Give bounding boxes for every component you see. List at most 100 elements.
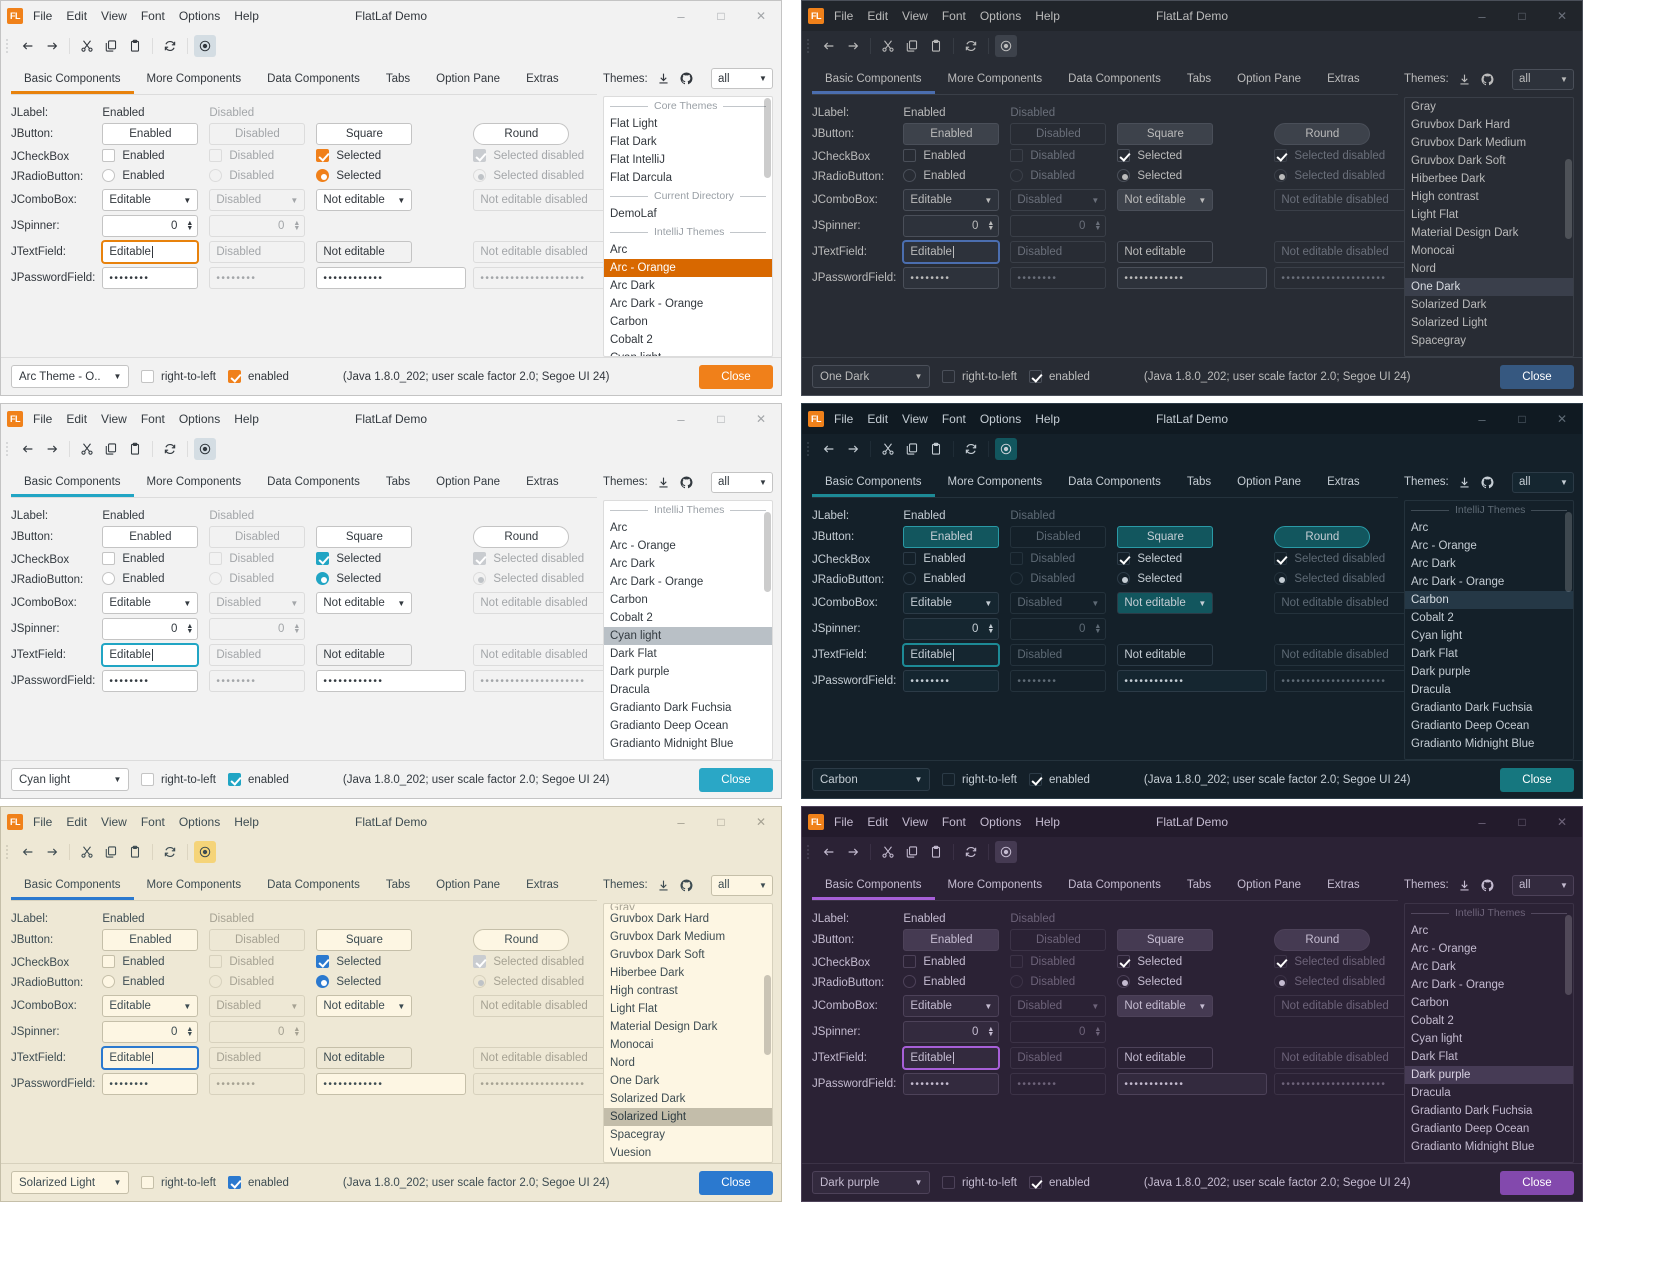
theme-list-item[interactable]: Dark Flat [1411, 648, 1458, 660]
spinner-enabled[interactable]: 0 ▲ ▼ [903, 1021, 1000, 1043]
passwordfield-2[interactable]: •••••••••••• [1117, 267, 1268, 289]
theme-list-item[interactable]: Flat IntelliJ [610, 154, 665, 167]
combobox-not-editable[interactable]: Not editable ▼ [316, 995, 413, 1017]
toolbar-eye-toggle-icon[interactable] [194, 35, 216, 57]
combobox-not-editable[interactable]: Not editable ▼ [1117, 995, 1214, 1017]
toolbar-copy-icon[interactable] [901, 841, 923, 863]
radio-disabled[interactable]: Disabled [1010, 975, 1110, 988]
radio-selected[interactable]: Selected [316, 572, 416, 585]
toolbar-forward-arrow-icon[interactable] [842, 438, 864, 460]
theme-list-item[interactable]: Arc - Orange [1411, 540, 1477, 552]
theme-list-item[interactable]: Gradianto Midnight Blue [1411, 1141, 1535, 1153]
button-enabled[interactable]: Enabled [903, 123, 1000, 145]
textfield-not-editable[interactable]: Not editable [316, 241, 413, 263]
checkbox-enabled[interactable]: enabled [227, 370, 289, 383]
themes-scrollbar-thumb[interactable] [1565, 915, 1572, 995]
radio-selected-disabled[interactable]: Selected disabled [1274, 975, 1385, 988]
menu-item-file[interactable]: File [834, 9, 854, 23]
menu-item-file[interactable]: File [834, 815, 854, 829]
passwordfield-2[interactable]: •••••••••••• [1117, 1073, 1268, 1095]
themes-filter-combobox[interactable]: all ▼ [1512, 471, 1574, 493]
radio-selected-disabled[interactable]: Selected disabled [473, 975, 584, 988]
radio-enabled[interactable]: Enabled [903, 169, 1003, 182]
theme-list-item[interactable]: Arc [610, 244, 628, 257]
window-maximize-button[interactable] [1502, 807, 1542, 837]
passwordfield-1[interactable]: •••••••• [209, 267, 306, 289]
toolbar-copy-icon[interactable] [901, 438, 923, 460]
window-close-button[interactable] [741, 404, 781, 434]
window-minimize-button[interactable] [661, 1, 701, 31]
combobox-disabled[interactable]: Disabled ▼ [209, 995, 306, 1017]
button-enabled[interactable]: Enabled [102, 123, 199, 145]
menu-item-help[interactable]: Help [1035, 412, 1060, 426]
toolbar-back-arrow-icon[interactable] [17, 35, 39, 57]
checkbox-enabled[interactable]: enabled [1028, 1176, 1090, 1189]
tab-extras[interactable]: Extras [526, 879, 559, 891]
toolbar-refresh-icon[interactable] [159, 841, 181, 863]
themes-scrollbar-thumb[interactable] [764, 98, 771, 179]
theme-list-item[interactable]: DemoLaf [610, 208, 657, 221]
github-icon[interactable] [1480, 72, 1495, 87]
checkbox-enabled[interactable]: enabled [227, 1176, 289, 1189]
tab-data-components[interactable]: Data Components [1068, 73, 1161, 85]
window-close-button[interactable] [741, 1, 781, 31]
themes-scrollbar-thumb[interactable] [764, 975, 771, 1055]
theme-list-item[interactable]: Arc Dark [610, 280, 655, 293]
toolbar-copy-icon[interactable] [100, 438, 122, 460]
themes-scrollbar-thumb[interactable] [1565, 159, 1572, 239]
menu-item-options[interactable]: Options [178, 9, 221, 23]
theme-list-item[interactable]: Hiberbee Dark [610, 967, 685, 979]
checkbox-selected[interactable]: Selected [1117, 149, 1217, 162]
checkbox-enabled[interactable]: Enabled [903, 552, 1003, 565]
theme-selector-combobox[interactable]: Cyan light ▼ [11, 768, 129, 791]
combobox-disabled[interactable]: Disabled ▼ [1010, 592, 1107, 614]
theme-list-item[interactable]: Cobalt 2 [1411, 612, 1454, 624]
radio-disabled[interactable]: Disabled [1010, 572, 1110, 585]
toolbar-refresh-icon[interactable] [960, 35, 982, 57]
checkbox-selected[interactable]: Selected [316, 149, 416, 162]
menu-item-edit[interactable]: Edit [867, 9, 889, 23]
window-minimize-button[interactable] [1462, 1, 1502, 31]
passwordfield-2[interactable]: •••••••••••• [316, 670, 467, 692]
textfield-editable[interactable]: Editable [102, 1047, 199, 1069]
toolbar-paste-icon[interactable] [925, 438, 947, 460]
tab-option-pane[interactable]: Option Pane [436, 73, 501, 85]
theme-list-item[interactable]: Arc Dark - Orange [610, 576, 704, 588]
tab-more-components[interactable]: More Components [146, 73, 242, 85]
combobox-disabled[interactable]: Disabled ▼ [1010, 995, 1107, 1017]
button-round[interactable]: Round [1274, 123, 1371, 145]
tab-more-components[interactable]: More Components [947, 879, 1043, 891]
combobox-disabled[interactable]: Disabled ▼ [209, 189, 306, 211]
window-maximize-button[interactable] [1502, 1, 1542, 31]
theme-list-item[interactable]: Cyan light [604, 627, 772, 645]
checkbox-right-to-left[interactable]: right-to-left [141, 773, 216, 786]
spinner-disabled[interactable]: 0 ▲ ▼ [209, 618, 306, 640]
themes-filter-combobox[interactable]: all ▼ [1512, 874, 1574, 896]
theme-list-item[interactable]: Flat Light [610, 118, 658, 131]
toolbar-forward-arrow-icon[interactable] [842, 35, 864, 57]
theme-list-item[interactable]: Gradianto Dark Fuchsia [1411, 702, 1533, 714]
theme-list-item[interactable]: Arc Dark - Orange [1411, 979, 1505, 991]
combobox-disabled[interactable]: Disabled ▼ [209, 592, 306, 614]
button-enabled[interactable]: Enabled [102, 526, 199, 548]
theme-list-item[interactable]: One Dark [1405, 278, 1573, 296]
tab-tabs[interactable]: Tabs [385, 879, 411, 891]
theme-list-item[interactable]: Cobalt 2 [1411, 1015, 1454, 1027]
tab-extras[interactable]: Extras [1327, 73, 1360, 85]
toolbar-eye-toggle-icon[interactable] [995, 438, 1017, 460]
passwordfield-2[interactable]: •••••••••••• [316, 1073, 467, 1095]
toolbar-grip[interactable] [6, 39, 12, 53]
themes-scrollbar[interactable] [1565, 905, 1572, 1161]
themes-list[interactable]: IntelliJ Themes Arc Arc - Orange Arc Dark Ar… [603, 500, 773, 760]
toolbar-eye-toggle-icon[interactable] [194, 438, 216, 460]
button-square[interactable]: Square [316, 123, 413, 145]
button-round[interactable]: Round [473, 526, 570, 548]
button-square[interactable]: Square [316, 929, 413, 951]
passwordfield-0[interactable]: •••••••• [102, 267, 199, 289]
theme-selector-combobox[interactable]: Solarized Light ▼ [11, 1171, 129, 1194]
themes-list[interactable]: IntelliJ Themes Arc Arc - Orange Arc Dark Ar… [1404, 500, 1574, 760]
toolbar-cut-scissors-icon[interactable] [76, 841, 98, 863]
menu-item-view[interactable]: View [101, 412, 127, 426]
menu-item-view[interactable]: View [902, 412, 928, 426]
menu-item-edit[interactable]: Edit [66, 815, 88, 829]
